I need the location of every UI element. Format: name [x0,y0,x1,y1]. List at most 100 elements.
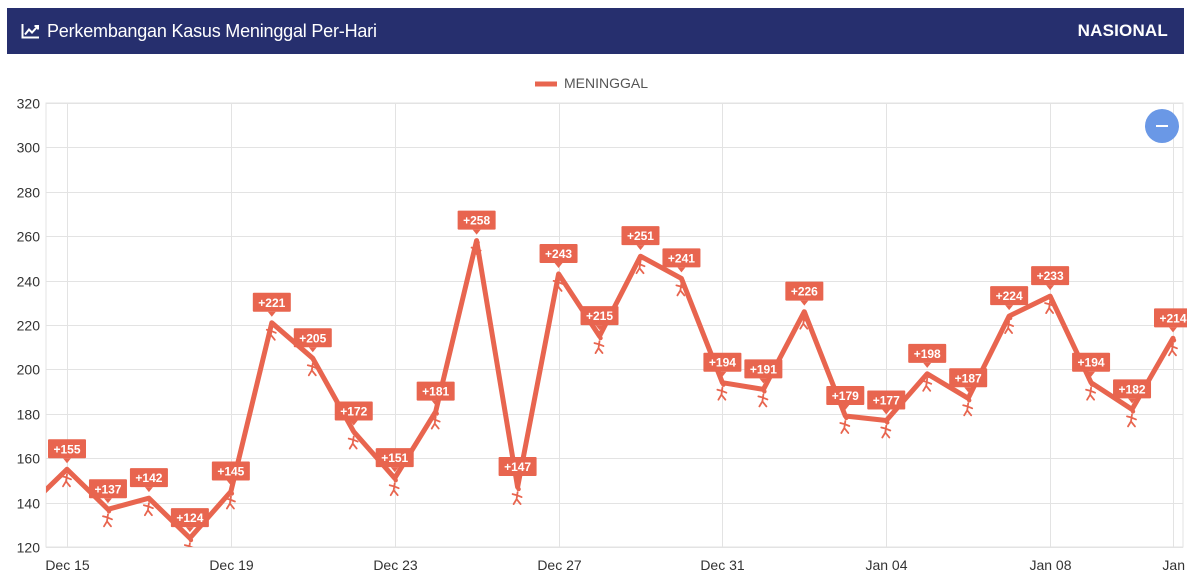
data-label-text: +145 [217,465,244,479]
title-group: Perkembangan Kasus Meninggal Per-Hari [21,21,377,42]
y-tick-label: 300 [17,140,41,156]
data-label-pointer [431,400,440,406]
data-point-marker [634,256,646,275]
data-label: +198 [908,343,947,368]
y-tick-label: 280 [17,185,41,201]
data-label-text: +194 [1078,356,1105,370]
data-label-box [457,210,496,230]
data-point-marker [429,411,441,430]
data-label: +224 [990,286,1029,311]
data-label-box [170,508,209,528]
data-label-box [48,439,86,459]
data-label-pointer [923,362,932,368]
data-label-pointer [964,387,973,393]
data-label: +221 [252,292,291,317]
data-label-box [867,390,906,410]
data-label-box [1072,352,1111,372]
y-tick-label: 120 [17,540,41,556]
data-label-pointer [390,467,399,473]
data-label-text: +137 [13,482,40,496]
data-label-text: +177 [873,393,900,407]
data-label-pointer [800,300,809,306]
data-point-marker [839,415,851,434]
y-tick-label: 200 [17,362,41,378]
y-tick-label: 320 [17,96,41,112]
data-point-marker [1085,382,1096,401]
data-label-text: +142 [135,471,162,485]
legend-label: MENINGGAL [564,75,648,91]
data-label-pointer [63,458,71,464]
data-point-marker [102,509,113,528]
data-label-pointer [267,311,276,317]
data-label-pointer [841,405,850,411]
data-label-text: +151 [381,451,408,465]
data-label-text: +241 [668,251,695,265]
y-tick-label: 180 [17,407,41,423]
data-label-box [621,226,660,246]
data-label-pointer [1046,285,1055,291]
data-label-pointer [718,371,727,377]
data-point-marker [142,498,154,517]
data-label: +147 [498,457,537,482]
data-label-box [1113,379,1152,399]
chart-header: Perkembangan Kasus Meninggal Per-Hari NA… [7,8,1184,54]
line-chart-icon [21,24,39,39]
data-label-pointer [226,480,235,486]
data-label-text: +221 [258,296,285,310]
data-label-text: +198 [914,347,941,361]
data-point-marker [1167,338,1178,357]
data-label-box [990,286,1029,306]
data-label-pointer [185,527,194,533]
y-tick-label: 140 [17,496,41,512]
data-label: +151 [375,448,414,473]
y-tick-label: 240 [17,274,41,290]
data-label-pointer [1169,327,1177,333]
data-label-box [826,386,865,406]
data-label-box [580,306,619,326]
data-point-marker [921,373,933,392]
scope-label: NASIONAL [1077,21,1168,40]
data-point-marker [511,486,523,506]
data-label: +241 [662,248,701,273]
data-label-pointer [1128,398,1137,404]
data-label-text: +226 [791,285,818,299]
data-label-box [1031,266,1070,286]
data-label-pointer [513,476,522,482]
data-label-text: +251 [627,229,654,243]
data-label-text: +258 [463,214,490,228]
data-point-marker [470,240,482,259]
data-label: +205 [293,328,332,353]
x-tick-label: Jan 04 [865,557,907,573]
data-point-marker [1044,295,1055,315]
data-label-box [416,381,455,401]
data-label-pointer [1005,305,1014,311]
data-label-text: +187 [955,371,982,385]
data-label: +191 [744,359,783,384]
data-point-marker [716,382,728,401]
data-labels: +137 +155 +137 +142 +124 +145 +221 +205 +172 +151… [13,210,1187,533]
data-point-marker [388,478,400,497]
data-label: +258 [457,210,496,235]
series-line-meninggal [46,238,1176,541]
legend: MENINGGAL [535,75,648,91]
data-label-box [334,401,373,421]
data-point-marker [21,509,30,526]
data-label-text: +172 [340,405,367,419]
data-label-text: +224 [996,289,1023,303]
data-label-text: +194 [709,356,736,370]
data-label-text: +205 [299,331,326,345]
data-label-pointer [472,229,481,235]
data-point-marker [61,469,72,488]
data-label-box [785,281,824,301]
data-label-box [211,461,250,481]
data-label-pointer [595,325,604,331]
data-label: +137 [88,479,127,504]
data-label-text: +243 [545,247,572,261]
data-label: +187 [949,368,988,393]
data-label-box [252,292,291,312]
x-tick-label: Dec 31 [700,557,745,573]
chart-title: Perkembangan Kasus Meninggal Per-Hari [47,20,377,41]
zoom-out-button[interactable] [1145,109,1179,143]
data-label-pointer [103,498,112,504]
